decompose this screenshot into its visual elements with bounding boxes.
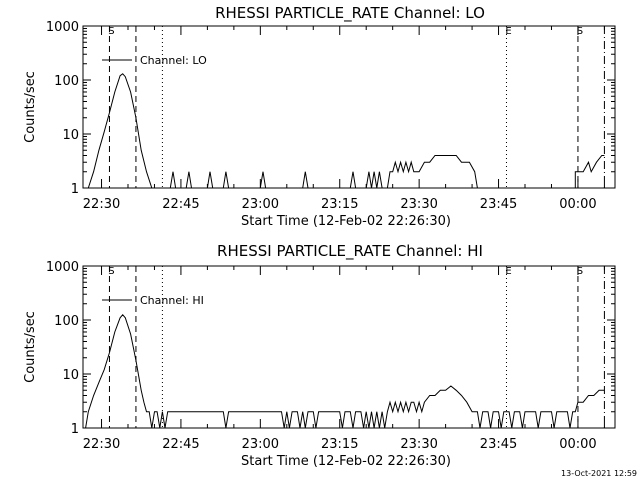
x-tick-label: 23:15 — [321, 437, 358, 452]
series-line — [87, 73, 605, 188]
chart-title: RHESSI PARTICLE_RATE Channel: HI — [217, 242, 483, 261]
x-tick-label: 00:00 — [559, 197, 596, 212]
x-tick-label: 23:45 — [480, 437, 517, 452]
x-tick-label: 23:45 — [480, 197, 517, 212]
legend-label: Channel: HI — [140, 294, 204, 307]
footer-timestamp: 13-Oct-2021 12:59 — [561, 469, 637, 478]
time-marker-label: S — [108, 26, 114, 37]
y-tick-label: 1 — [71, 422, 79, 437]
x-axis-label: Start Time (12-Feb-02 22:26:30) — [241, 454, 451, 469]
series-line — [85, 314, 605, 428]
y-tick-label: 1000 — [46, 260, 79, 275]
y-tick-label: 1000 — [46, 20, 79, 35]
time-marker-label: S — [577, 26, 583, 37]
chart-panel-lo: RHESSI PARTICLE_RATE Channel: LO Counts/… — [23, 4, 616, 229]
y-tick-label: 100 — [54, 74, 79, 89]
x-tick-label: 23:30 — [400, 437, 437, 452]
time-marker-label: S — [577, 266, 583, 277]
x-tick-label: 23:30 — [400, 197, 437, 212]
y-axis-label: Counts/sec — [23, 71, 38, 143]
x-tick-label: 23:00 — [242, 437, 279, 452]
x-tick-label: 22:45 — [162, 437, 199, 452]
x-tick-label: 23:15 — [321, 197, 358, 212]
y-tick-label: 1 — [71, 182, 79, 197]
x-tick-label: 22:30 — [83, 437, 120, 452]
chart-title: RHESSI PARTICLE_RATE Channel: LO — [215, 4, 485, 23]
legend-label: Channel: LO — [140, 54, 207, 67]
x-tick-label: 00:00 — [559, 437, 596, 452]
y-tick-label: 10 — [62, 128, 79, 143]
time-marker-label: E — [505, 26, 511, 37]
chart-panel-hi: RHESSI PARTICLE_RATE Channel: HI Counts/… — [23, 242, 616, 469]
y-tick-label: 10 — [62, 368, 79, 383]
time-marker-label: S — [108, 266, 114, 277]
y-axis-label: Counts/sec — [23, 311, 38, 383]
plot-frame — [82, 265, 616, 429]
y-tick-label: 100 — [54, 314, 79, 329]
x-tick-label: 23:00 — [242, 197, 279, 212]
time-marker-label: E — [505, 266, 511, 277]
x-tick-label: 22:45 — [162, 197, 199, 212]
x-axis-label: Start Time (12-Feb-02 22:26:30) — [241, 214, 451, 229]
x-tick-label: 22:30 — [83, 197, 120, 212]
